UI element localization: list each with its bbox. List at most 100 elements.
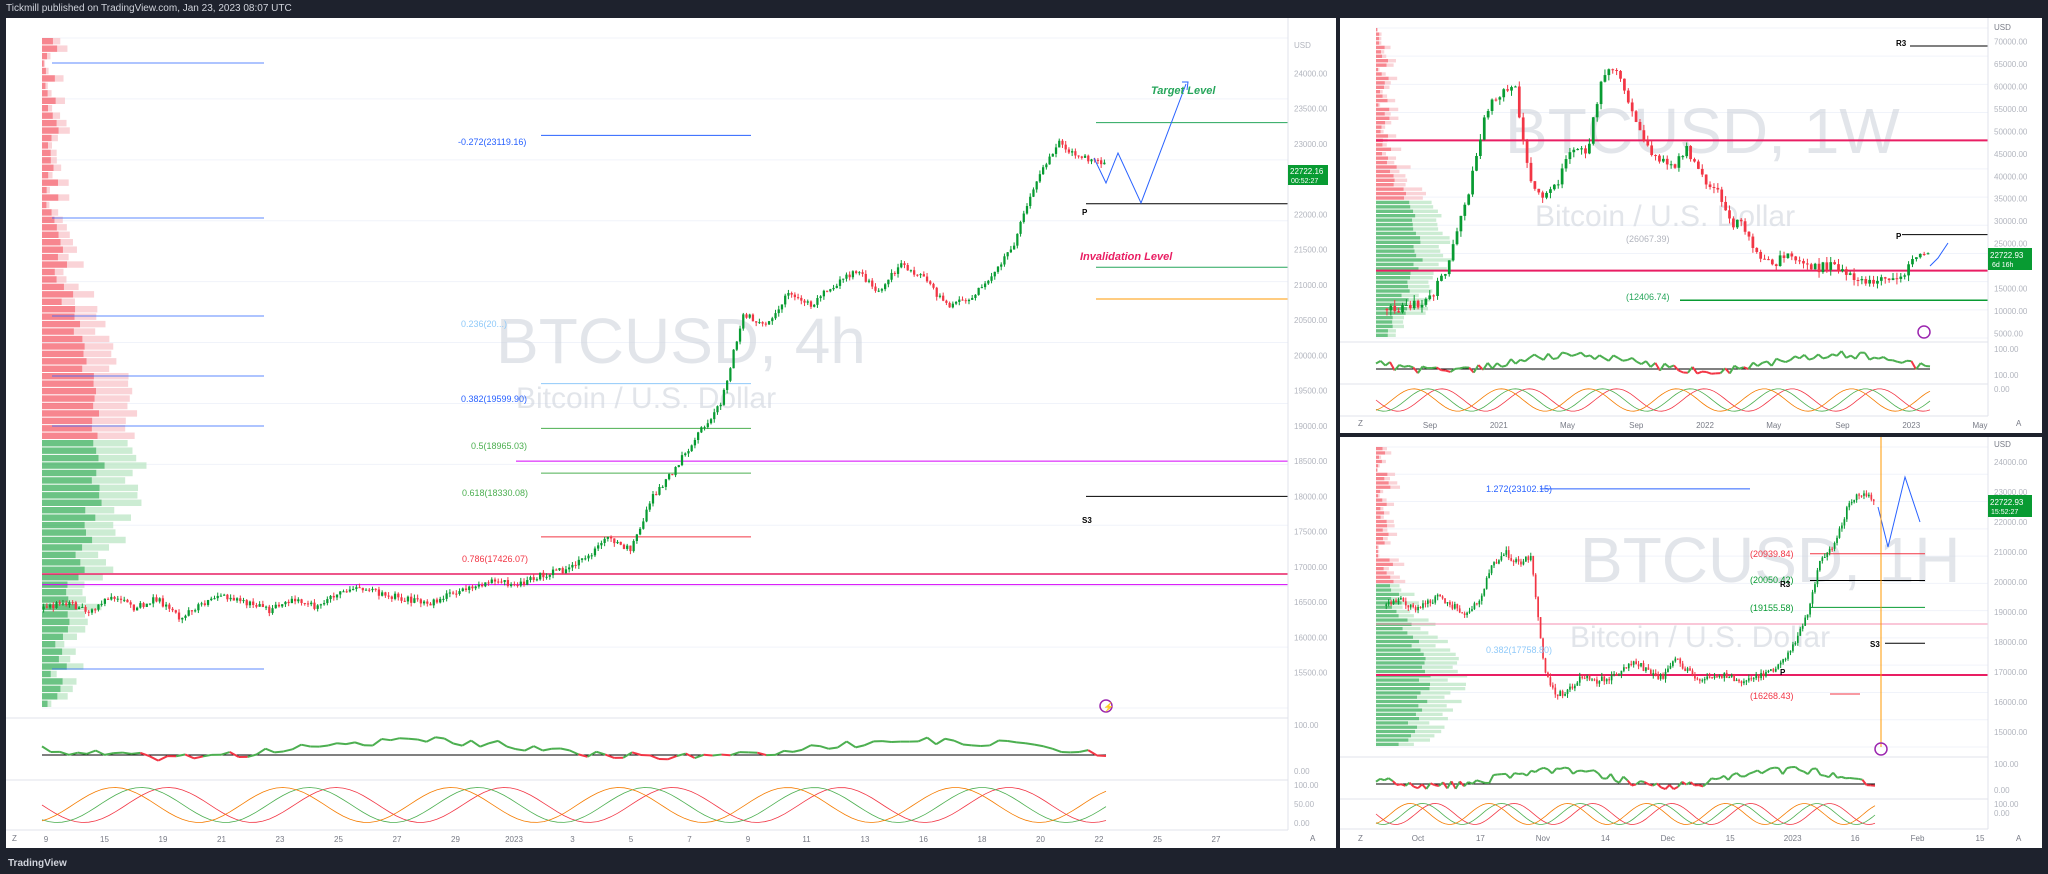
main-flash-icon[interactable] [1099,699,1113,713]
week-rsi-seg [1398,364,1405,368]
hour-price-tick: 17000.00 [1994,668,2028,677]
main-candle-body [329,595,332,600]
week-vp-bar [1376,76,1389,81]
main-vp-bar [42,343,85,350]
week-rsi-seg [1468,366,1475,374]
weekly-corner-z[interactable]: Z [1358,419,1363,428]
weekly-corner-a[interactable]: A [2016,419,2022,428]
main-candle-body [490,579,493,584]
main-candle-body [983,283,987,288]
hourly-s3-label: S3 [1870,640,1880,649]
hour-vp-bar [1376,571,1387,575]
main-candle-body [142,603,145,607]
main-candle-body [284,601,287,605]
hourly-chart-svg[interactable]: BTCUSD, 1H Bitcoin / U.S. Dollar 1.272(2… [1340,437,2042,848]
main-candle-body [464,588,468,591]
week-candle-body [1868,279,1872,284]
weekly-price-tag-time: 6d 16h [1992,262,2014,269]
main-vp-bar [58,127,70,134]
main-corner-a[interactable]: A [1310,834,1316,843]
main-vp-bar [42,112,53,119]
week-vp-bar [1412,218,1437,222]
main-corner-z[interactable]: Z [12,834,17,843]
hour-rsi-seg [1652,782,1658,787]
week-vp-bar [1378,103,1381,107]
main-vp-bar [86,529,116,536]
hour-candle-body [1578,676,1581,683]
week-rsi-seg [1575,351,1582,356]
main-candle-body [751,314,755,322]
main-candle-body [484,582,487,587]
hour-candle-body [1444,598,1446,604]
hour-rsi-seg [1799,769,1805,773]
hour-candle-body [1716,676,1718,678]
week-vp-bar [1376,178,1395,182]
week-candle-body [1498,97,1502,100]
hourly-watermark-sub: Bitcoin / U.S. Dollar [1570,621,1830,654]
week-candle-body [1482,117,1486,140]
hour-rsi-seg [1668,784,1675,790]
main-candle-body [374,588,377,590]
hourly-corner-z[interactable]: Z [1358,834,1363,843]
main-candle-body [529,577,532,581]
week-vp-bar [1376,165,1397,169]
main-rsi-seg [935,737,946,746]
main-candle-body [406,596,410,602]
week-candle-body [1611,69,1615,71]
weekly-flash-icon[interactable] [1917,325,1931,339]
week-vp-bar [1391,147,1402,151]
main-candle-body [835,285,838,288]
main-price-tag-value: 22722.16 [1290,167,1324,176]
main-candle-body [97,604,100,610]
main-vp-bar [82,335,110,343]
week-candle-body [1728,210,1731,219]
main-rsi-seg [77,751,87,755]
main-vp-bar [93,402,128,410]
main-candle-body [777,309,780,314]
hourly-forecast-line [1877,475,1921,548]
hourly-price-tag-value: 22722.93 [1990,498,2024,507]
hourly-corner-a[interactable]: A [2016,834,2022,843]
main-vp-bar [42,142,48,149]
main-vp-bar [42,551,76,559]
main-rsi-seg [336,742,347,746]
hourly-chart-pane[interactable]: BTCUSD, 1H Bitcoin / U.S. Dollar 1.272(2… [1340,437,2042,848]
hour-rsi-seg [1622,775,1629,782]
main-vp-bar [50,157,57,164]
main-vp-bar [50,149,57,157]
week-candle-body [1630,102,1634,112]
weekly-chart-svg[interactable]: BTCUSD, 1W Bitcoin / U.S. Dollar (12406.… [1340,18,2042,433]
main-candle-body [371,588,374,591]
main-candle-body [667,474,671,480]
main-time-tick: 13 [861,835,870,844]
week-vp-bar [1420,236,1450,240]
main-vp-bar [42,186,47,194]
main-chart-pane[interactable]: BTCUSD, 4h Bitcoin / U.S. Dollar -0.272(… [6,18,1336,848]
weekly-price-axis: 70000.0065000.0060000.0055000.0050000.00… [1987,18,2028,416]
hour-rsi-seg [1706,777,1713,784]
week-candle-body [1794,256,1798,261]
week-vp-bar [1385,121,1392,125]
weekly-chart-pane[interactable]: BTCUSD, 1W Bitcoin / U.S. Dollar (12406.… [1340,18,2042,433]
hour-candle-body [1652,673,1655,675]
main-candle-body [806,301,809,303]
hour-vp-bar [1376,455,1380,459]
main-candle-body [419,599,422,604]
main-vp-bar [42,298,62,305]
main-candle-body [558,568,561,571]
main-rsi-seg [283,748,293,753]
main-candle-body [893,272,896,274]
hour-vp-bar [1376,545,1378,549]
main-chart-svg[interactable]: BTCUSD, 4h Bitcoin / U.S. Dollar -0.272(… [6,18,1336,848]
hour-vp-bar [1390,485,1401,489]
main-vp-bar [42,335,83,343]
hourly-flash-icon[interactable] [1874,742,1888,756]
main-candle-body [223,594,226,596]
hour-vp-bar [1389,558,1399,562]
hour-candle-body [1757,674,1760,679]
week-candle-body [1556,184,1560,186]
main-candle-body [1022,213,1025,222]
hour-vp-bar [1376,468,1378,472]
main-candle-body [1096,159,1100,161]
main-candle-body [842,278,845,280]
